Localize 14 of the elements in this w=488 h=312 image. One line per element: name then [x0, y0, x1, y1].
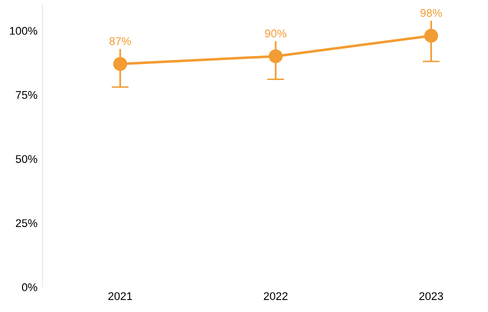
- data-label: 90%: [265, 30, 286, 38]
- point: [424, 28, 438, 43]
- point: [113, 57, 128, 71]
- point: [268, 49, 283, 64]
- data-label: 87%: [110, 37, 131, 46]
- y-tick-label: 25%: [16, 219, 38, 228]
- y-tick-label: 50%: [16, 155, 38, 163]
- y-tick-label: 0%: [22, 283, 38, 292]
- x-tick-label: 2023: [419, 292, 444, 300]
- data-label: 98%: [420, 9, 442, 17]
- x-tick-label: 2022: [264, 292, 288, 300]
- y-tick-label: 100%: [10, 26, 38, 35]
- y-tick-label: 75%: [16, 91, 38, 99]
- x-tick-label: 2021: [108, 292, 132, 300]
